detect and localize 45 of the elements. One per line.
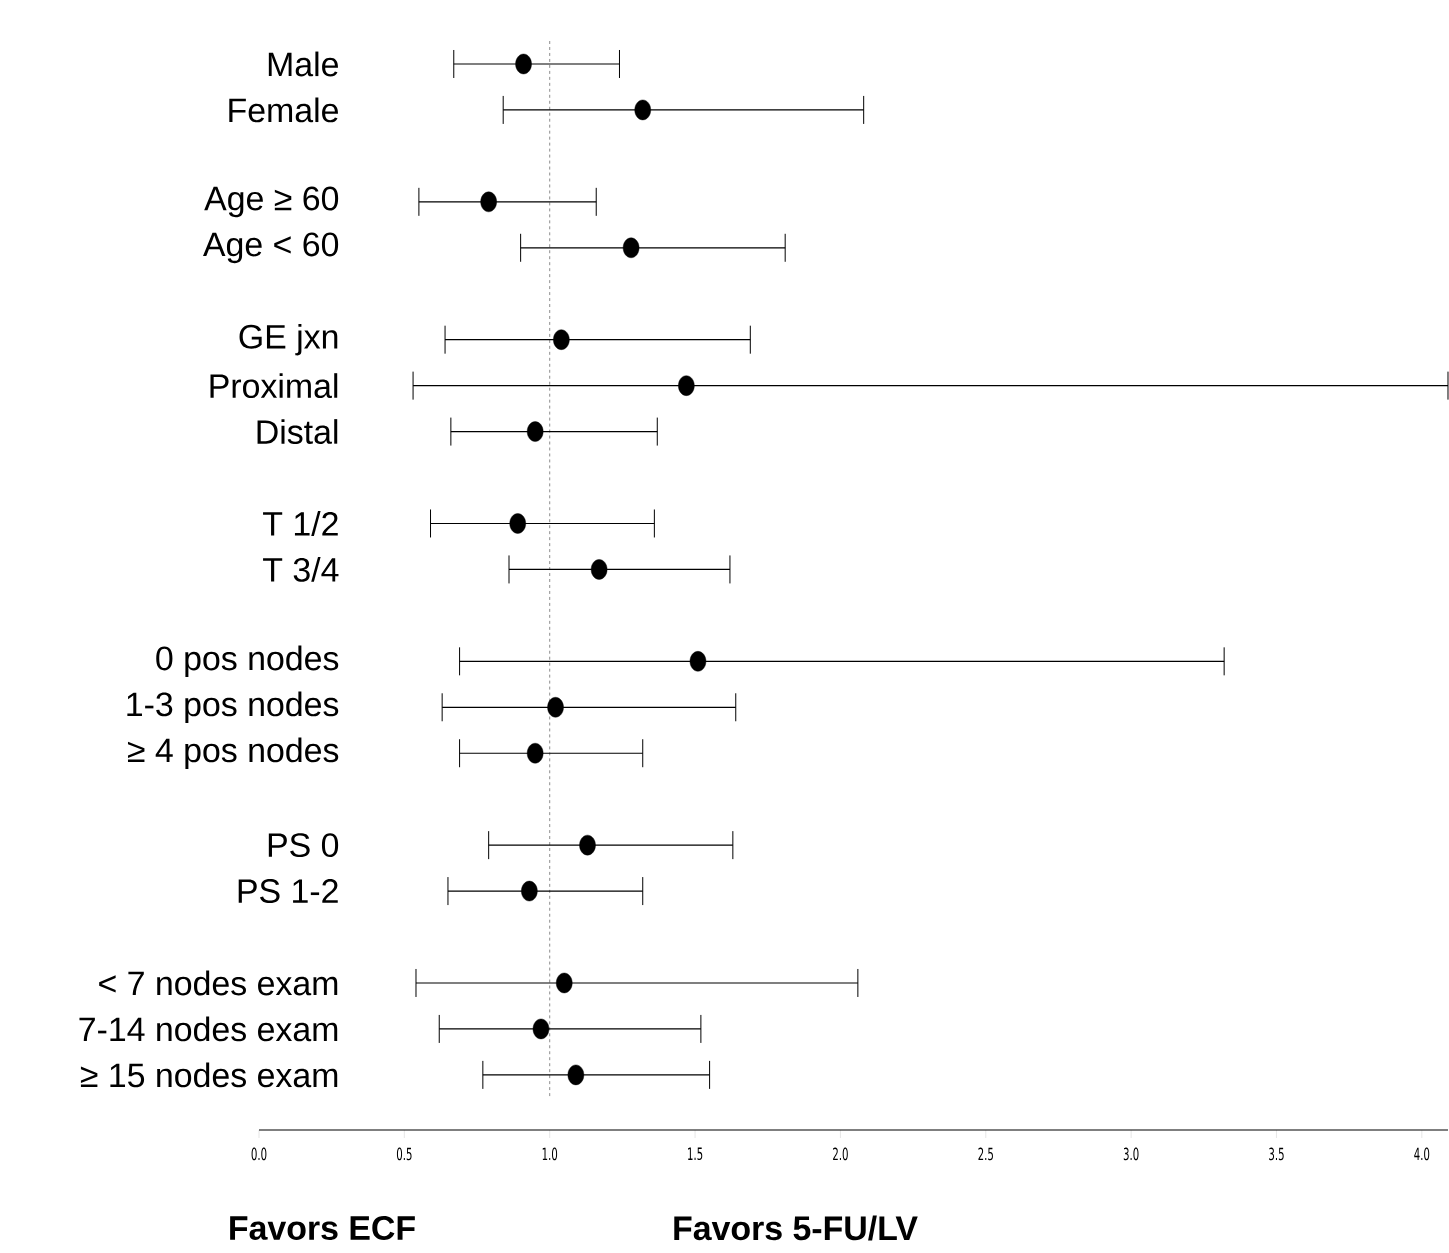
y-tick-label: < 7 nodes exam	[99, 970, 338, 996]
y-tick-label: Proximal	[210, 373, 338, 399]
point	[579, 834, 596, 856]
x-tick-label: 2.5	[978, 1147, 993, 1161]
y-tick-label: 7-14 nodes exam	[79, 1016, 338, 1042]
point	[556, 972, 573, 994]
point	[678, 375, 695, 396]
x-tick-label: 0.5	[396, 1147, 412, 1161]
y-tick-label: 1-3 pos nodes	[127, 691, 339, 724]
x-tick-label: 1.0	[542, 1147, 558, 1161]
text: Favors ECF	[230, 1216, 415, 1240]
y-tick-label: Age ≥ 60	[204, 186, 339, 218]
point	[622, 237, 640, 258]
x-tick-label: 0.0	[251, 1147, 267, 1161]
y-tick-label: T 3/4	[263, 556, 339, 582]
point	[547, 697, 564, 718]
point	[567, 1064, 585, 1086]
point	[480, 191, 497, 213]
point	[515, 53, 532, 75]
text: Favors 5-FU/LV	[674, 1215, 918, 1241]
y-tick-label: ≥ 15 nodes exam	[80, 1062, 338, 1088]
x-tick-label: 4.0	[1414, 1147, 1430, 1161]
point	[526, 421, 544, 442]
point	[521, 880, 538, 902]
y-tick-label: Distal	[257, 419, 338, 445]
y-tick-label: PS 0	[268, 833, 339, 858]
x-tick-label: 1.5	[688, 1147, 703, 1161]
point	[509, 513, 526, 534]
x-tick-label: 3.0	[1123, 1147, 1139, 1161]
y-tick-label: GE jxn	[239, 323, 338, 356]
y-tick-label: ≥ 4 pos nodes	[127, 737, 339, 770]
x-tick-label: 3.5	[1269, 1147, 1284, 1161]
point	[532, 1018, 550, 1040]
y-tick-label: 0 pos nodes	[156, 645, 339, 678]
y-tick-label: T 1/2	[263, 511, 338, 536]
point	[526, 743, 544, 764]
point	[634, 99, 651, 121]
y-tick-label: Female	[229, 97, 338, 123]
y-tick-label: Male	[268, 51, 338, 77]
y-tick-label: PS 1-2	[238, 879, 338, 904]
point	[689, 651, 707, 672]
y-tick-label: Age < 60	[202, 232, 339, 264]
point	[553, 329, 570, 350]
x-tick-label: 2.0	[833, 1147, 848, 1161]
point	[590, 559, 608, 580]
